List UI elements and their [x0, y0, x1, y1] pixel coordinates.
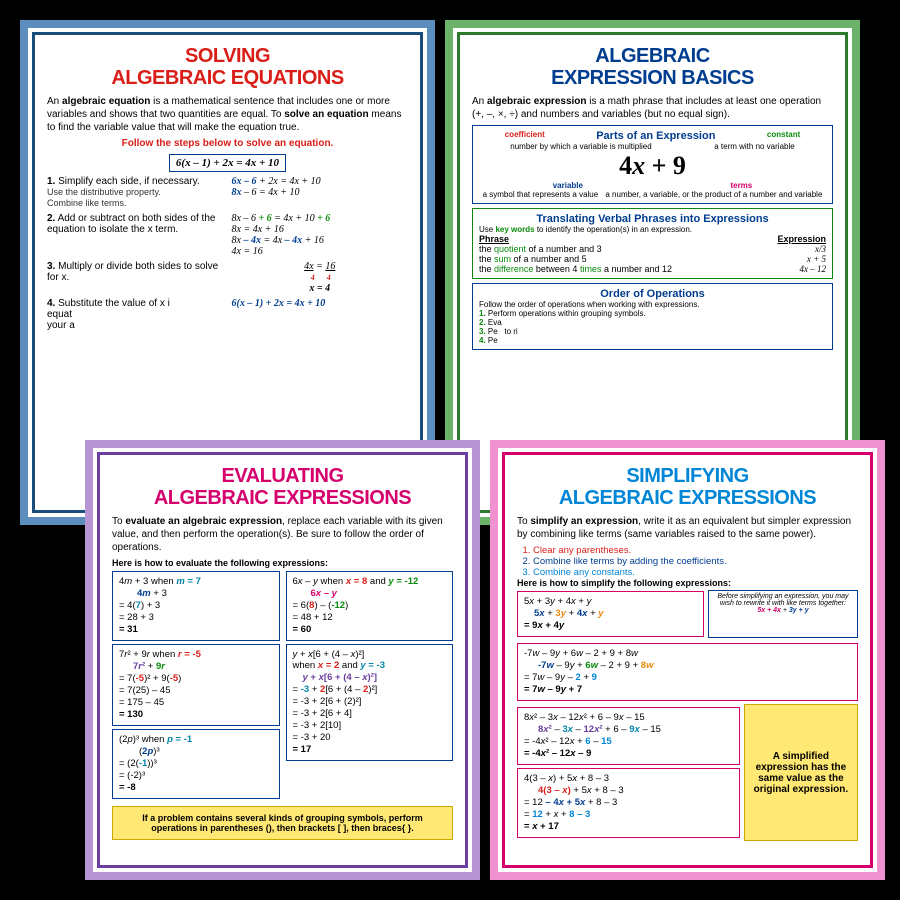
lbl-coef: coefficient — [505, 130, 545, 139]
const-desc: a term with no variable — [714, 142, 794, 151]
step3: Combine any constants. — [533, 567, 858, 578]
step1: Clear any parentheses. — [533, 545, 858, 556]
th-expr: Expression — [777, 234, 826, 244]
ex1: 5x + 3y + 4x + y 5x + 3y + 4x + y = 9x +… — [517, 591, 704, 637]
subhead: Follow the steps below to solve an equat… — [47, 138, 408, 149]
step1b: Combine like terms. — [47, 198, 127, 208]
ex3: 8x² – 3x – 12x² + 6 – 9x – 15 8x² – 3x –… — [517, 707, 740, 765]
ex4: (2p)³ when p = -1 (2p)³ = (2(-1))³ = (-2… — [112, 729, 280, 799]
ord-4: Pe — [488, 336, 498, 345]
steps: Clear any parentheses. Combine like term… — [517, 545, 858, 578]
ex4: 4(3 – x) + 5x + 8 – 3 4(3 – x) + 5x + 8 … — [517, 768, 740, 838]
step4-text: Substitute the value of x i — [58, 298, 170, 309]
pencil-tip: A simplified expression has the same val… — [744, 704, 858, 841]
lbl-var: variable — [553, 181, 583, 190]
ex2: 6x – y when x = 8 and y = -12 6x – y = 6… — [286, 571, 454, 641]
ex5: y + x[6 + (4 – x)²]when x = 2 and y = -3… — [286, 644, 454, 761]
main-equation: 6(x – 1) + 2x = 4x + 10 — [169, 154, 286, 172]
rewrite-note: Before simplifying an expression, you ma… — [708, 590, 858, 638]
lbl-terms: terms — [730, 181, 752, 190]
poster-title: ALGEBRAICEXPRESSION BASICS — [472, 45, 833, 89]
parts-title: Parts of an Expression — [596, 130, 715, 142]
translating-box: Translating Verbal Phrases into Expressi… — [472, 208, 833, 279]
lbl-const: constant — [767, 130, 800, 139]
step2-text: Add or subtract on both sides of the equ… — [47, 213, 215, 235]
terms-desc: a number, a variable, or the product of … — [605, 190, 822, 199]
step3-text: Multiply or divide both sides to solve f… — [47, 261, 218, 283]
big-expression: 4x + 9 — [479, 151, 826, 181]
ord-sub: Follow the order of operations when work… — [479, 300, 826, 309]
ord-1: Perform operations within grouping symbo… — [488, 309, 646, 318]
order-box: Order of Operations Follow the order of … — [472, 283, 833, 350]
th-phrase: Phrase — [479, 234, 509, 244]
poster-simplifying: SIMPLIFYINGALGEBRAIC EXPRESSIONS To simp… — [490, 440, 885, 880]
intro-text: To simplify an expression, write it as a… — [517, 515, 858, 541]
intro-text: To evaluate an algebraic expression, rep… — [112, 515, 453, 554]
intro-text: An algebraic expression is a math phrase… — [472, 95, 833, 121]
pencil-tip: If a problem contains several kinds of g… — [112, 806, 453, 840]
sub: Here is how to evaluate the following ex… — [112, 558, 453, 568]
coef-desc: number by which a variable is multiplied — [510, 142, 651, 151]
trans-title: Translating Verbal Phrases into Expressi… — [479, 213, 826, 225]
sub: Here is how to simplify the following ex… — [517, 578, 858, 588]
poster-inner: SIMPLIFYINGALGEBRAIC EXPRESSIONS To simp… — [502, 452, 873, 868]
ex2: -7w – 9y + 6w – 2 + 9 + 8w -7w – 9y + 6w… — [517, 643, 858, 701]
ex1: 4m + 3 when m = 7 4m + 3 = 4(7) + 3 = 28… — [112, 571, 280, 641]
ex3: 7r² + 9r when r = -5 7r² + 9r = 7(-5)² +… — [112, 644, 280, 726]
step1-text: Simplify each side, if necessary. — [58, 176, 200, 187]
intro-text: An algebraic equation is a mathematical … — [47, 95, 408, 134]
step1a: Use the distributive property. — [47, 187, 161, 197]
ord-2: Eva — [488, 318, 502, 327]
step2: Combine like terms by adding the coeffic… — [533, 556, 858, 567]
var-desc: a symbol that represents a value — [483, 190, 599, 199]
poster-inner: EVALUATINGALGEBRAIC EXPRESSIONS To evalu… — [97, 452, 468, 868]
poster-evaluating: EVALUATINGALGEBRAIC EXPRESSIONS To evalu… — [85, 440, 480, 880]
ord-title: Order of Operations — [479, 288, 826, 300]
ord-3: Pe — [488, 327, 498, 336]
parts-box: coefficient Parts of an Expression const… — [472, 125, 833, 204]
poster-title: SIMPLIFYINGALGEBRAIC EXPRESSIONS — [517, 465, 858, 509]
poster-title: SOLVINGALGEBRAIC EQUATIONS — [47, 45, 408, 89]
poster-title: EVALUATINGALGEBRAIC EXPRESSIONS — [112, 465, 453, 509]
